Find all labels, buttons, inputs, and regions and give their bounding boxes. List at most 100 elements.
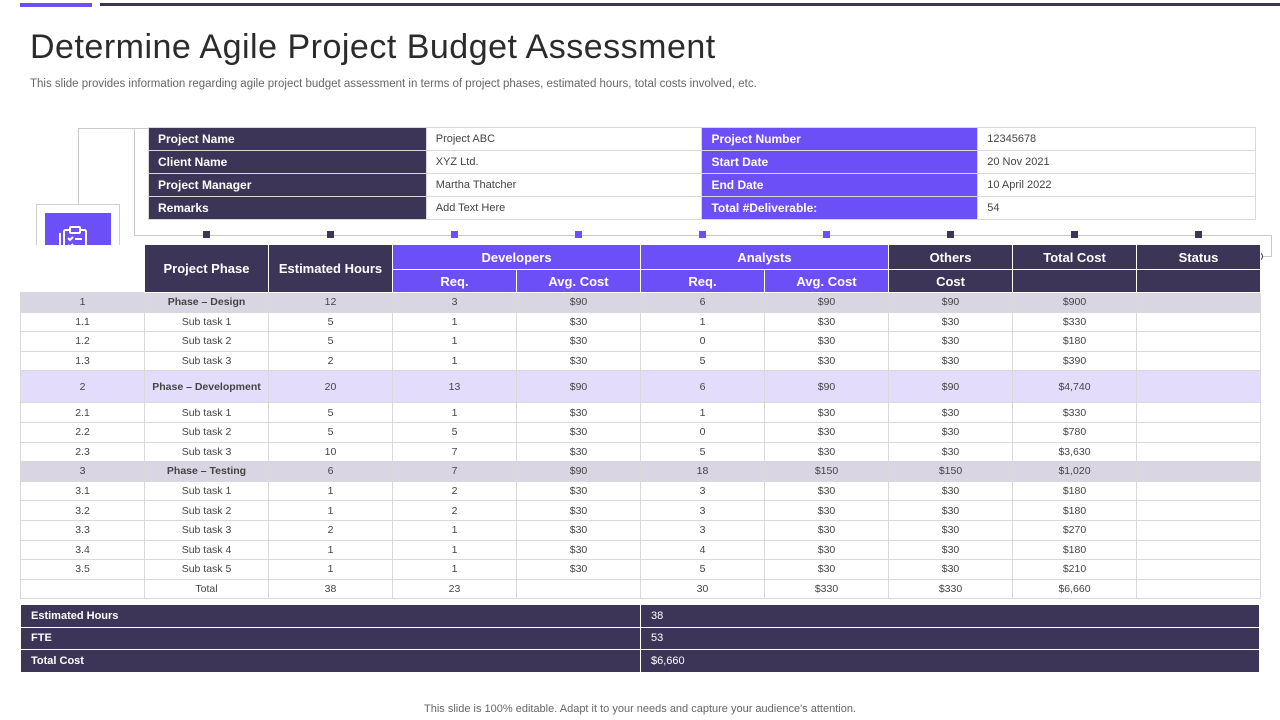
table-row: 3.4 Sub task 4 1 1 $30 4 $30 $30 $180 <box>20 539 1262 561</box>
row-id-cell: 3.4 <box>20 539 145 561</box>
dev-req-cell: 1 <box>392 331 517 352</box>
summary-value: $6,660 <box>640 649 1260 673</box>
blank-header <box>20 244 145 293</box>
table-row: 3.5 Sub task 5 1 1 $30 5 $30 $30 $210 <box>20 559 1262 580</box>
project-info-table: Project Name Project ABC Project Number … <box>148 127 1256 220</box>
column-marker-dot <box>203 231 210 238</box>
phase-cell: Phase – Design <box>144 292 269 313</box>
table-row: 3.3 Sub task 3 2 1 $30 3 $30 $30 $270 <box>20 519 1262 541</box>
row-id-cell: 2.3 <box>20 441 145 463</box>
phase-row: 1 Phase – Design 12 3 $90 6 $90 $90 $900 <box>20 292 1262 313</box>
column-marker-dot <box>947 231 954 238</box>
budget-table: Project Phase Estimated Hours Developers… <box>20 244 1262 600</box>
row-id-cell: 1 <box>20 292 145 313</box>
total-cost-cell: $180 <box>1012 480 1138 502</box>
page-subtitle: This slide provides information regardin… <box>30 78 757 90</box>
row-id-cell: 2 <box>20 370 145 404</box>
dev-cost-cell: $30 <box>516 441 641 463</box>
budget-table-body: 1 Phase – Design 12 3 $90 6 $90 $90 $900 1.1 Sub t… <box>20 292 1262 600</box>
footer-note: This slide is 100% editable. Adapt it to… <box>424 703 856 715</box>
phase-cell: Phase – Development <box>144 370 269 404</box>
col-header-others: Others <box>888 244 1014 270</box>
phase-cell: Sub task 3 <box>144 441 269 463</box>
hours-cell: 6 <box>268 461 393 482</box>
hours-cell: 5 <box>268 402 393 423</box>
hours-cell: 2 <box>268 519 393 541</box>
others-cost-cell: $90 <box>888 292 1014 313</box>
table-row: 2.1 Sub task 1 5 1 $30 1 $30 $30 $330 <box>20 402 1262 423</box>
others-cost-cell: $30 <box>888 421 1014 443</box>
dev-req-cell: 2 <box>392 500 517 521</box>
total-cost-cell: $210 <box>1012 559 1138 580</box>
col-header-an-req: Req. <box>640 269 765 293</box>
others-cost-cell: $30 <box>888 331 1014 352</box>
total-cost-cell: $270 <box>1012 519 1138 541</box>
column-marker-dot <box>1071 231 1078 238</box>
total-cost-cell: $330 <box>1012 402 1138 423</box>
total-cost-cell: $390 <box>1012 350 1138 372</box>
table-row: 1.2 Sub task 2 5 1 $30 0 $30 $30 $180 <box>20 331 1262 352</box>
dev-req-cell: 5 <box>392 421 517 443</box>
header-divider-line <box>100 3 1280 6</box>
column-marker-dot <box>327 231 334 238</box>
row-id-cell: 1.3 <box>20 350 145 372</box>
phase-cell: Sub task 3 <box>144 350 269 372</box>
phase-cell: Sub task 2 <box>144 500 269 521</box>
info-row: Project Manager Martha Thatcher End Date… <box>148 173 1256 197</box>
total-cost-cell: $4,740 <box>1012 370 1138 404</box>
info-label: Project Manager <box>148 173 427 197</box>
total-cost-cell: $900 <box>1012 292 1138 313</box>
col-header-dev-avg-cost: Avg. Cost <box>516 269 641 293</box>
dev-req-cell: 1 <box>392 539 517 561</box>
an-req-cell: 5 <box>640 350 765 372</box>
column-marker-dot <box>823 231 830 238</box>
status-cell <box>1136 461 1262 482</box>
column-marker-dot <box>451 231 458 238</box>
dev-req-cell: 13 <box>392 370 517 404</box>
an-req-cell: 1 <box>640 311 765 333</box>
row-id-cell: 2.2 <box>20 421 145 443</box>
an-cost-cell: $30 <box>763 331 890 352</box>
status-cell <box>1136 292 1262 313</box>
col-header-developers: Developers <box>392 244 641 270</box>
hours-cell: 5 <box>268 421 393 443</box>
info-label: Remarks <box>148 196 427 220</box>
summary-label: Total Cost <box>20 649 641 673</box>
header-accent-line <box>20 3 92 7</box>
table-row: Total 38 23 30 $330 $330 $6,660 <box>20 578 1262 600</box>
col-header-analysts: Analysts <box>639 244 890 270</box>
column-marker-dot <box>575 231 582 238</box>
hours-cell: 20 <box>268 370 393 404</box>
dev-cost-cell: $30 <box>516 480 641 502</box>
an-req-cell: 6 <box>640 370 765 404</box>
status-cell <box>1136 350 1262 372</box>
column-marker-dot <box>699 231 706 238</box>
info-label: Project Number <box>701 127 979 151</box>
hours-cell: 1 <box>268 539 393 561</box>
hours-cell: 1 <box>268 559 393 580</box>
dev-req-cell: 1 <box>392 350 517 372</box>
an-req-cell: 3 <box>640 500 765 521</box>
total-cost-cell: $180 <box>1012 539 1138 561</box>
others-cost-cell: $30 <box>888 500 1014 521</box>
phase-cell: Sub task 1 <box>144 480 269 502</box>
an-req-cell: 30 <box>640 578 765 600</box>
hours-cell: 12 <box>268 292 393 313</box>
an-req-cell: 3 <box>640 480 765 502</box>
hours-cell: 38 <box>268 578 393 600</box>
an-cost-cell: $30 <box>763 559 890 580</box>
an-cost-cell: $30 <box>763 402 890 423</box>
hours-cell: 5 <box>268 331 393 352</box>
row-id-cell: 3.5 <box>20 559 145 580</box>
table-row: 1.3 Sub task 3 2 1 $30 5 $30 $30 $390 <box>20 350 1262 372</box>
an-cost-cell: $330 <box>763 578 890 600</box>
row-id-cell: 3.1 <box>20 480 145 502</box>
info-label: Start Date <box>701 150 979 174</box>
table-row: 3.1 Sub task 1 1 2 $30 3 $30 $30 $180 <box>20 480 1262 502</box>
an-cost-cell: $90 <box>763 370 890 404</box>
others-cost-cell: $150 <box>888 461 1014 482</box>
others-cost-cell: $30 <box>888 519 1014 541</box>
an-cost-cell: $30 <box>763 480 890 502</box>
info-value: 20 Nov 2021 <box>977 150 1256 174</box>
an-req-cell: 5 <box>640 559 765 580</box>
